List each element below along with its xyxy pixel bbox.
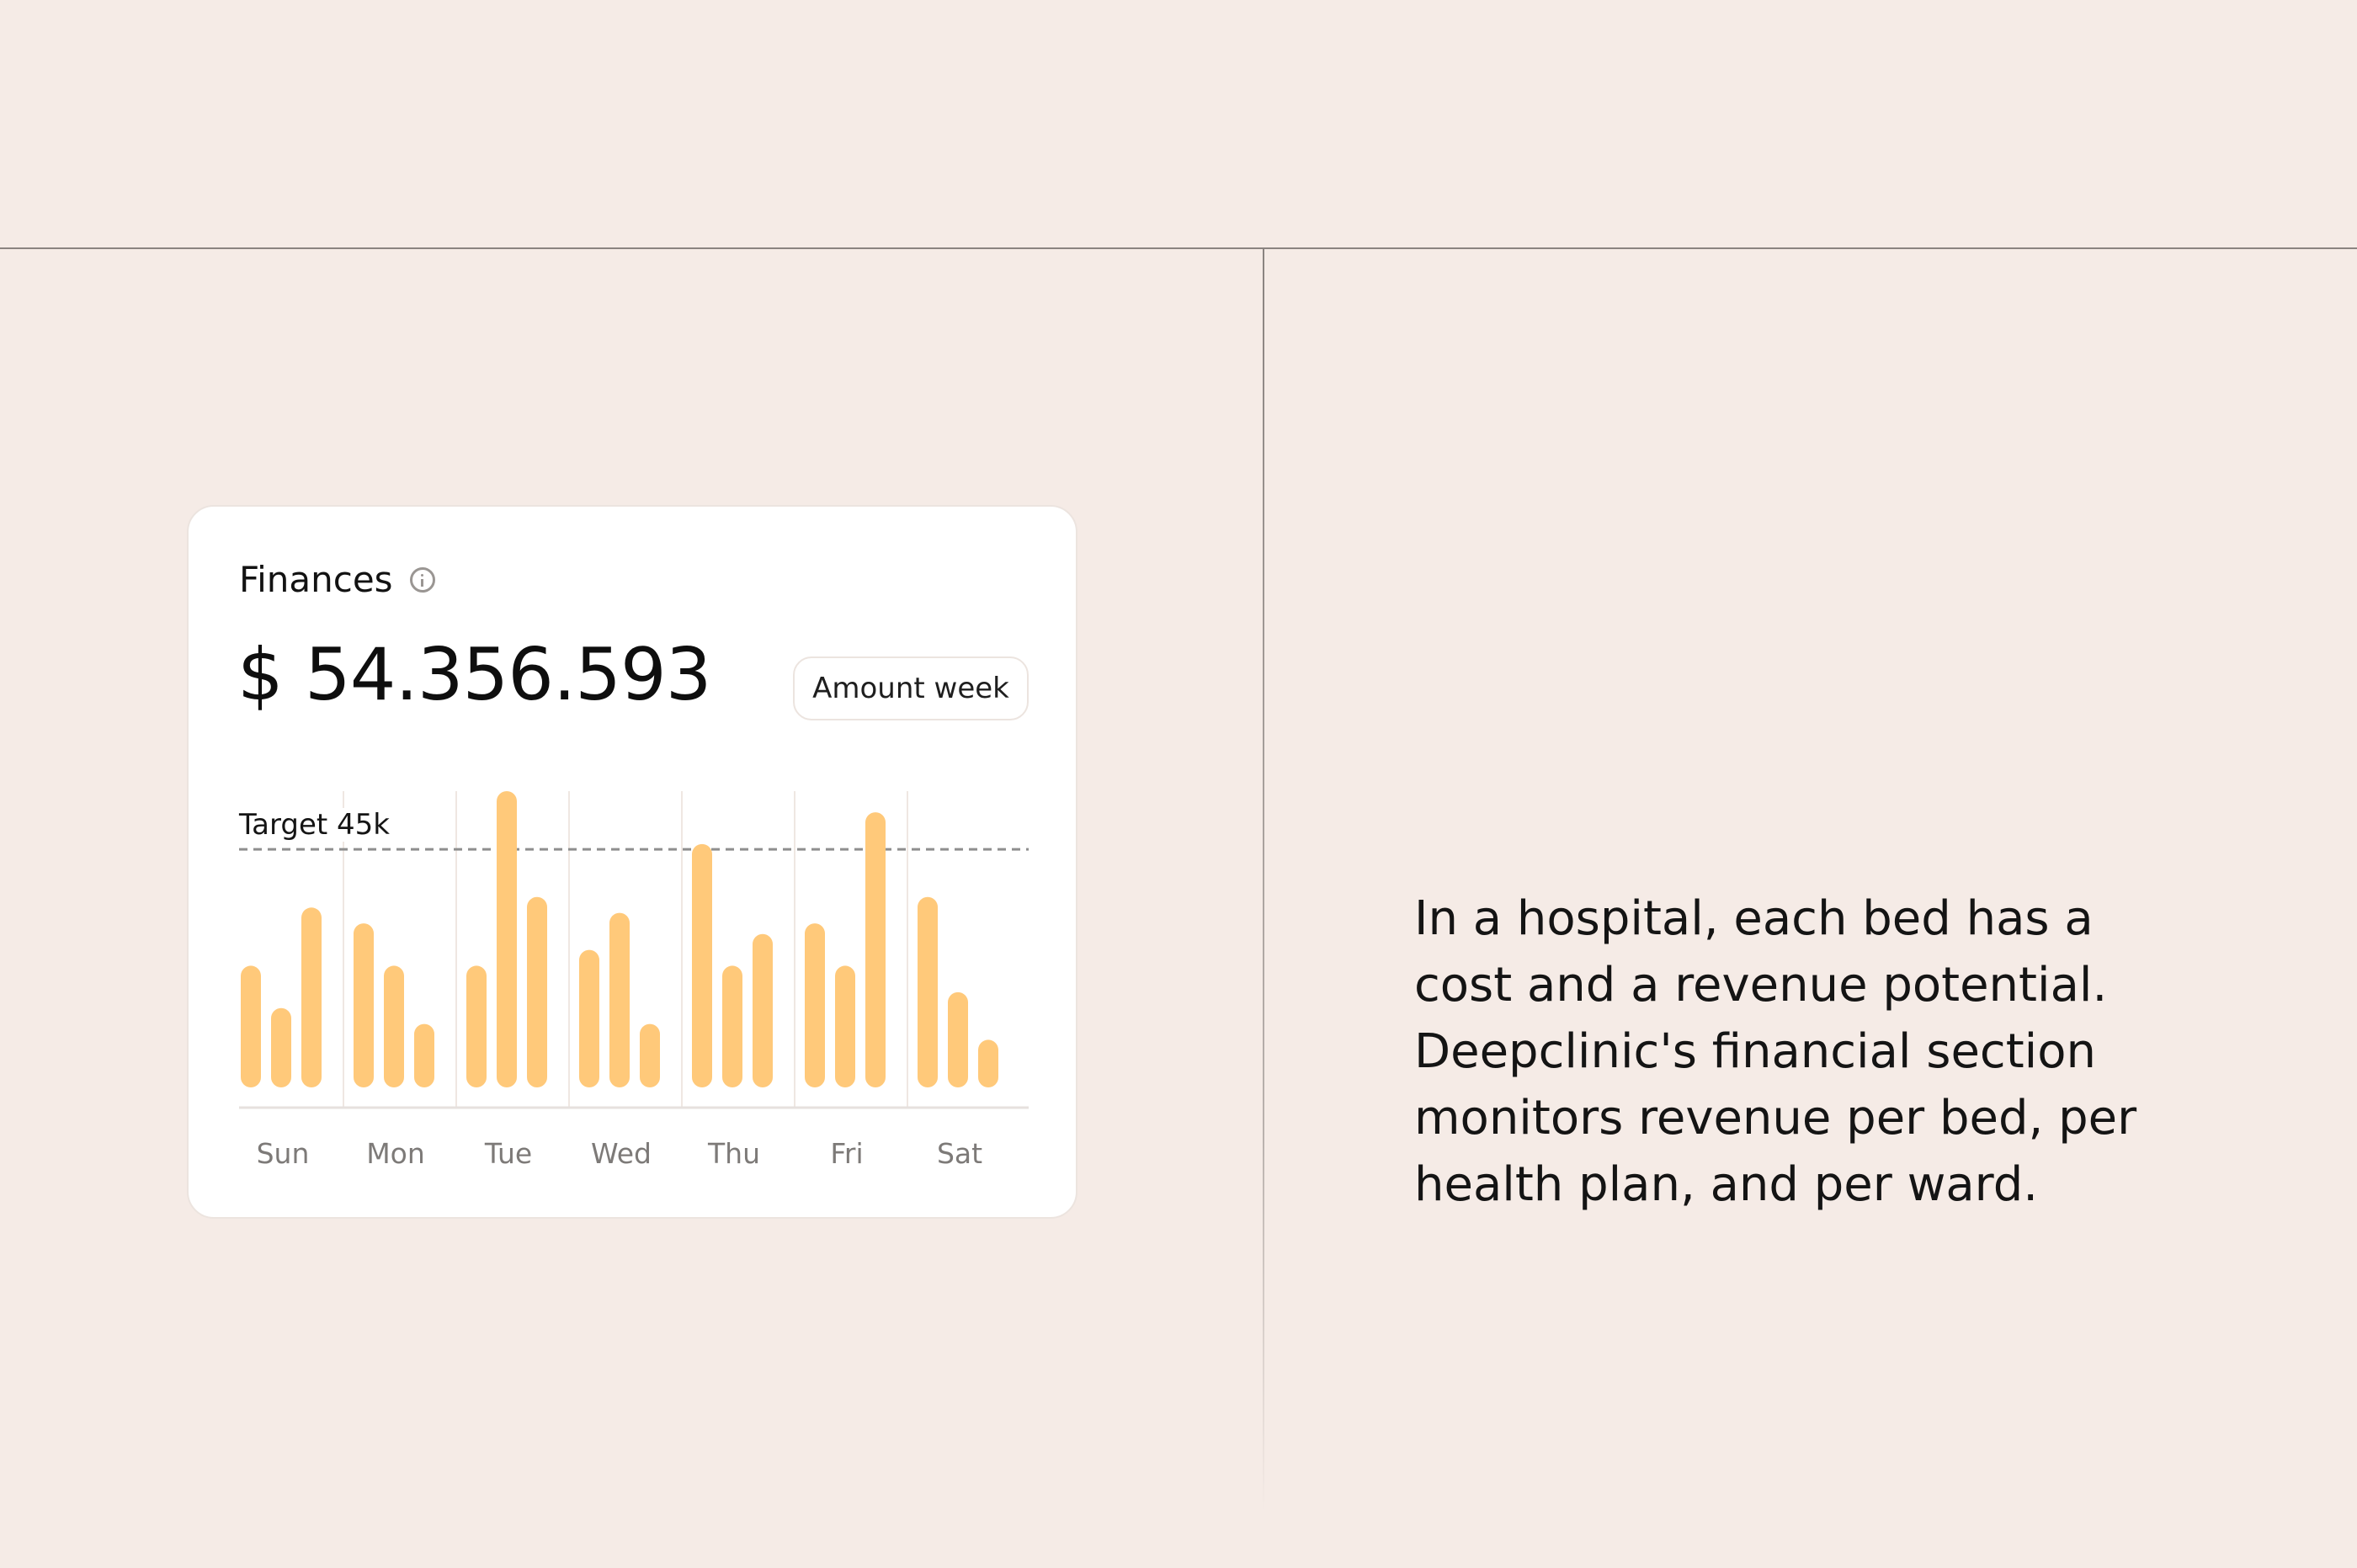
finances-card: Sun Mon Tue Wed Thu Fri Sat Finances $ 54.356.… [187, 505, 1077, 1219]
chart-bar [692, 843, 712, 1087]
horizontal-divider [0, 247, 2357, 249]
chart-bar [835, 965, 855, 1087]
x-tick-label: Wed [591, 1137, 652, 1170]
amount-week-button[interactable]: Amount week [793, 656, 1029, 720]
x-tick-label: Sun [257, 1137, 310, 1170]
chart-bar [414, 1023, 434, 1087]
chart-bar [978, 1039, 998, 1087]
chart-bar [241, 965, 261, 1087]
chart-bar [466, 965, 487, 1087]
chart-bar [527, 896, 547, 1087]
x-tick-label: Thu [707, 1137, 760, 1170]
chart-bar [301, 907, 322, 1087]
chart-bar [354, 923, 374, 1087]
chart-x-labels: Sun Mon Tue Wed Thu Fri Sat [257, 1137, 983, 1170]
x-tick-label: Tue [484, 1137, 532, 1170]
finances-bar-chart: Sun Mon Tue Wed Thu Fri Sat [239, 791, 1029, 1170]
vertical-divider [1263, 249, 1264, 1512]
x-tick-label: Fri [830, 1137, 863, 1170]
chart-bar [722, 965, 742, 1087]
chart-bars [241, 791, 998, 1087]
total-amount: $ 54.356.593 [237, 633, 711, 717]
card-header: Finances [239, 559, 435, 600]
x-tick-label: Sat [937, 1137, 982, 1170]
description-text: In a hospital, each bed has a cost and a… [1414, 891, 2137, 1212]
info-icon[interactable] [409, 566, 435, 593]
chart-bar [271, 1007, 291, 1087]
chart-bar [753, 933, 773, 1087]
chart-bar [609, 912, 630, 1087]
chart-bar [640, 1023, 660, 1087]
chart-bar [948, 991, 968, 1087]
chart-bar [384, 965, 404, 1087]
chart-bar [497, 791, 517, 1087]
chart-bar [579, 949, 599, 1087]
target-label: Target 45k [239, 808, 393, 842]
x-tick-label: Mon [366, 1137, 425, 1170]
chart-bar [865, 812, 886, 1087]
card-title: Finances [239, 559, 393, 600]
chart-bar [918, 896, 938, 1087]
chart-bar [805, 923, 825, 1087]
chart-gridlines [343, 791, 908, 1108]
